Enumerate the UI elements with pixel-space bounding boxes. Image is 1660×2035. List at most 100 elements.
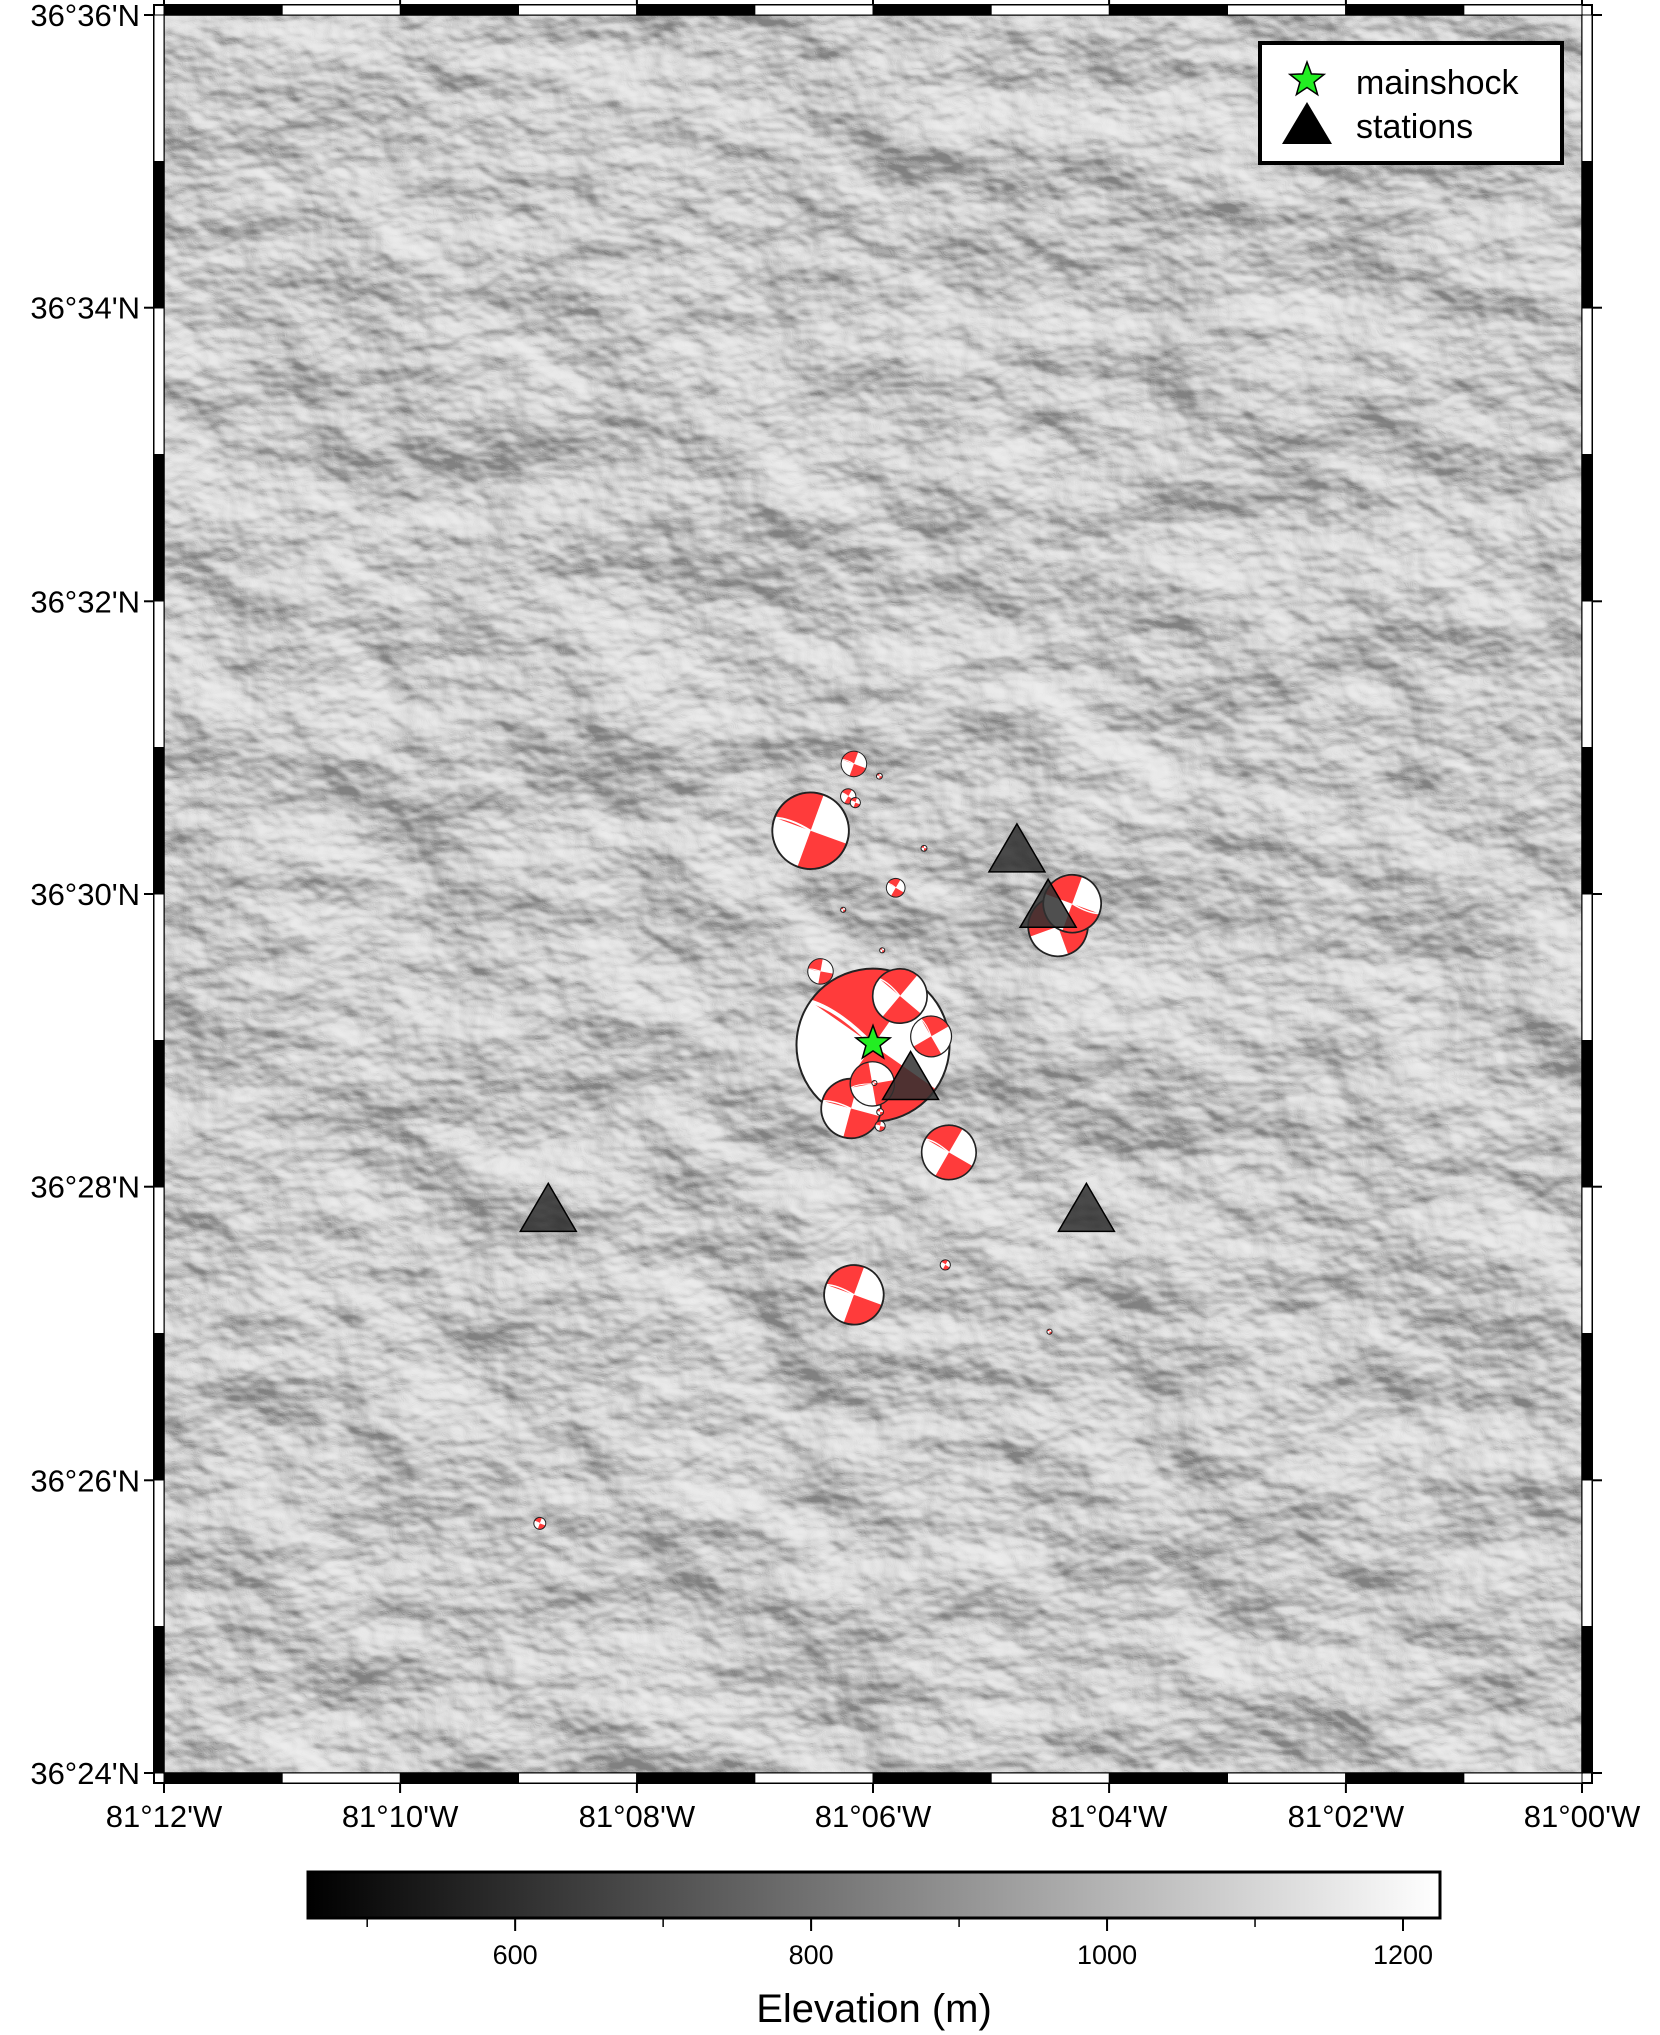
- focal-mechanism-beachball: [875, 772, 883, 780]
- beachball-outline: [879, 947, 886, 954]
- beachball-outline: [871, 967, 928, 1025]
- focal-mechanism-beachball: [840, 750, 868, 778]
- colorbar-tick-label: 600: [493, 1940, 538, 1970]
- beachball-compression-quadrant: [841, 788, 853, 797]
- lat-tick-label: 36°36'N: [30, 0, 140, 33]
- beachball-nodal-line: [774, 816, 812, 832]
- frame-bar-left: [153, 1626, 165, 1774]
- frame-bar-bottom: [281, 1772, 401, 1784]
- colorbar-title: Elevation (m): [756, 1987, 992, 2031]
- colorbar-tick-label: 1200: [1373, 1940, 1433, 1970]
- colorbar-tick-label: 1000: [1077, 1940, 1137, 1970]
- focal-mechanism-beachball: [874, 1120, 886, 1132]
- frame-bar-right: [1581, 1333, 1593, 1481]
- frame-bar-bottom: [754, 1772, 874, 1784]
- frame-bar-top: [872, 4, 992, 16]
- focal-mechanism-beachball: [939, 1259, 951, 1271]
- beachball-nodal-line: [841, 759, 855, 765]
- beachball-compression-quadrant: [1046, 1329, 1050, 1332]
- beachball-nodal-line: [920, 1018, 932, 1037]
- latitude-axis: 36°36'N 36°34'N 36°32'N 36°30'N 36°28'N 36°26…: [30, 0, 1602, 1791]
- frame-bar-bottom: [1227, 1772, 1347, 1784]
- colorbar-tick-label: 800: [789, 1940, 834, 1970]
- focal-mechanism-beachball: [871, 1079, 878, 1087]
- beachball-outline: [840, 906, 847, 913]
- beachball-outline: [871, 1079, 878, 1087]
- beachball-compression-quadrant: [797, 830, 847, 869]
- beachball-nodal-line: [841, 792, 849, 797]
- colorbar-ticks: 600 800 1000 1200: [366, 1918, 1433, 1970]
- lat-tick-label: 36°24'N: [30, 1756, 140, 1791]
- beachball-outline: [910, 1015, 953, 1058]
- beachball-compression-quadrant: [876, 1108, 881, 1112]
- frame-bar-right: [1581, 747, 1593, 895]
- beachball-outline: [1046, 1328, 1053, 1335]
- beachball-nodal-line: [807, 968, 821, 972]
- beachball-compression-quadrant: [891, 887, 904, 898]
- focal-mechanism-beachball: [823, 1264, 885, 1326]
- seismic-station-triangle: [1018, 877, 1078, 929]
- mainshock-legend-star-icon: [1287, 59, 1327, 97]
- frame-bar-left: [153, 454, 165, 602]
- beachball-compression-quadrant: [880, 1112, 884, 1116]
- frame-bar-top: [399, 4, 520, 16]
- focal-mechanism-beachball: [533, 1516, 547, 1530]
- beachball-outline: [939, 1259, 951, 1271]
- frame-bar-top: [163, 4, 283, 16]
- frame-bar-left: [153, 1186, 165, 1334]
- beachball-compression-quadrant: [774, 792, 824, 831]
- frame-bar-top: [281, 4, 401, 16]
- lat-tick-label: 36°30'N: [30, 877, 140, 912]
- beachball-outline: [771, 791, 850, 870]
- frame-bar-left: [153, 600, 165, 748]
- map-frame: [153, 4, 1593, 1784]
- beachball-compression-quadrant: [879, 776, 883, 780]
- focal-mechanism-beachball: [840, 906, 847, 913]
- frame-bar-left: [153, 161, 165, 309]
- focal-mechanism-beachball: [849, 796, 861, 809]
- frame-bar-top: [518, 4, 638, 16]
- focal-mechanism-beachball: [807, 958, 834, 985]
- beachball-outline: [876, 1108, 884, 1116]
- beachball-nodal-line: [878, 977, 901, 997]
- focal-mechanism-beachball: [771, 791, 850, 870]
- focal-mechanism-beachball: [885, 877, 906, 898]
- frame-bar-right: [1581, 1479, 1593, 1627]
- lon-tick-label: 81°00'W: [1524, 1799, 1641, 1834]
- beachball-compression-quadrant: [879, 947, 883, 951]
- map-content: [518, 750, 1116, 1530]
- hillshade-relief: [164, 15, 1582, 1773]
- frame-bar-bottom: [1345, 1772, 1465, 1784]
- lon-tick-label: 81°02'W: [1288, 1799, 1405, 1834]
- focal-mechanism-beachball: [871, 967, 928, 1025]
- beachball-compression-quadrant: [921, 845, 924, 849]
- frame-bar-top: [1345, 4, 1465, 16]
- frame-bar-right: [1581, 161, 1593, 309]
- frame-bar-right: [1581, 307, 1593, 455]
- legend-stations-label: stations: [1356, 108, 1473, 146]
- beachball-compression-quadrant: [807, 958, 823, 972]
- seismic-station-triangle: [881, 1050, 940, 1101]
- frame-bar-right: [1581, 893, 1593, 1041]
- beachball-compression-quadrant: [840, 907, 844, 910]
- lon-tick-label: 81°12'W: [106, 1799, 223, 1834]
- beachball-compression-quadrant: [825, 1265, 865, 1295]
- frame-bar-top: [1227, 4, 1347, 16]
- focal-mechanism-beachball: [910, 1015, 953, 1058]
- beachball-nodal-line: [850, 1083, 873, 1089]
- beachball-outline: [823, 1264, 885, 1326]
- frame-bar-bottom: [163, 1772, 283, 1784]
- beachball-outline: [885, 877, 906, 898]
- lon-tick-label: 81°10'W: [342, 1799, 459, 1834]
- stations-legend-triangle-icon: [1282, 102, 1332, 144]
- frame-bar-top: [754, 4, 874, 16]
- beachball-nodal-line: [825, 1283, 855, 1296]
- beachball-compression-quadrant: [879, 968, 918, 996]
- lon-tick-label: 81°08'W: [579, 1799, 696, 1834]
- colorbar: 600 800 1000 1200 Elevation (m): [306, 1870, 1442, 2031]
- focal-mechanism-beachball: [876, 1108, 884, 1116]
- legend-box: [1258, 41, 1564, 165]
- seismic-station-triangle: [1057, 1181, 1116, 1233]
- legend: mainshock stations: [1258, 41, 1564, 165]
- frame-bar-bottom: [518, 1772, 638, 1784]
